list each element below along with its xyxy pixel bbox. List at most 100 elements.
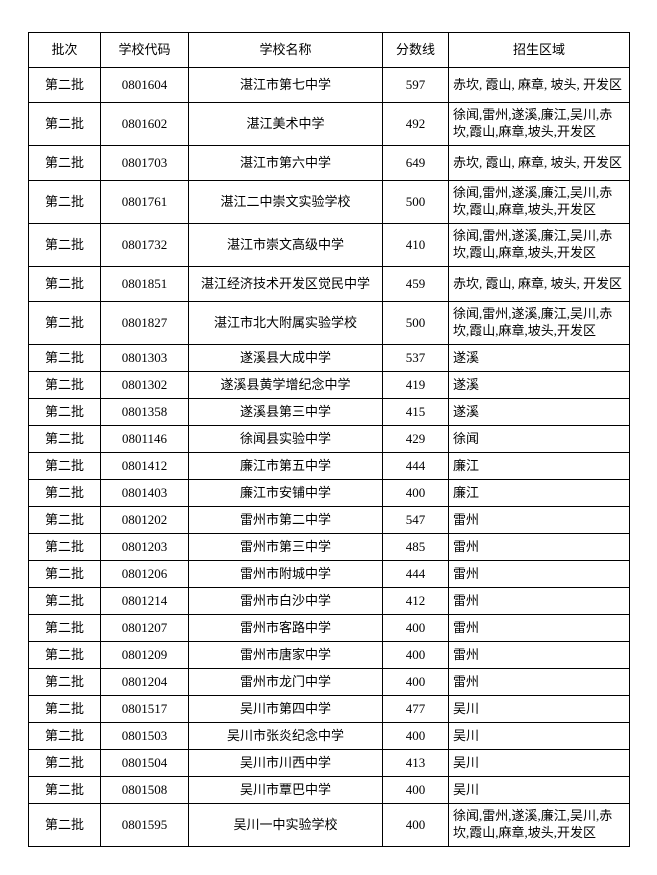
cell-batch: 第二批 xyxy=(28,180,101,224)
cell-batch: 第二批 xyxy=(28,425,101,453)
cell-score-line-text: 400 xyxy=(405,646,426,662)
cell-school-code-text: 0801503 xyxy=(121,727,168,743)
table-row: 第二批 0801595 吴川一中实验学校 400 徐闻,雷州,遂溪,廉江,吴川,赤坎,霞… xyxy=(28,803,630,847)
cell-score-line-text: 419 xyxy=(405,376,426,392)
cell-batch: 第二批 xyxy=(28,695,101,723)
cell-batch-text: 第二批 xyxy=(44,314,84,330)
cell-score-line-text: 429 xyxy=(405,430,426,446)
cell-batch: 第二批 xyxy=(28,371,101,399)
table-row: 第二批 0801503 吴川市张炎纪念中学 400 吴川 xyxy=(28,722,630,750)
cell-school-name-text: 廉江市安铺中学 xyxy=(239,484,331,500)
cell-school-name: 吴川一中实验学校 xyxy=(188,803,383,847)
cell-score-line-text: 412 xyxy=(405,592,426,608)
cell-school-code-text: 0801508 xyxy=(121,781,168,797)
cell-enrollment-area-text: 雷州 xyxy=(453,673,480,689)
cell-school-name: 遂溪县黄学增纪念中学 xyxy=(188,371,383,399)
cell-school-name: 雷州市第三中学 xyxy=(188,533,383,561)
cell-enrollment-area: 徐闻,雷州,遂溪,廉江,吴川,赤坎,霞山,麻章,坡头,开发区 xyxy=(448,223,630,267)
cell-school-code-text: 0801146 xyxy=(121,430,168,446)
cell-batch-text: 第二批 xyxy=(44,781,84,797)
cell-enrollment-area: 徐闻,雷州,遂溪,廉江,吴川,赤坎,霞山,麻章,坡头,开发区 xyxy=(448,301,630,345)
cell-batch: 第二批 xyxy=(28,266,101,302)
cell-enrollment-area: 徐闻,雷州,遂溪,廉江,吴川,赤坎,霞山,麻章,坡头,开发区 xyxy=(448,102,630,146)
cell-school-code-text: 0801202 xyxy=(121,511,168,527)
cell-school-code: 0801703 xyxy=(100,145,189,181)
cell-school-code-text: 0801602 xyxy=(121,115,168,131)
cell-score-line: 400 xyxy=(382,479,449,507)
cell-enrollment-area-text: 遂溪 xyxy=(453,376,480,392)
cell-enrollment-area-text: 徐闻,雷州,遂溪,廉江,吴川,赤坎,霞山,麻章,坡头,开发区 xyxy=(453,228,613,260)
cell-enrollment-area: 廉江 xyxy=(448,479,630,507)
cell-batch: 第二批 xyxy=(28,533,101,561)
cell-school-name-text: 湛江二中崇文实验学校 xyxy=(220,193,351,209)
cell-batch-text: 第二批 xyxy=(44,275,84,291)
cell-batch-text: 第二批 xyxy=(44,511,84,527)
cell-school-name-text: 湛江经济技术开发区觉民中学 xyxy=(200,275,370,291)
table-row: 第二批 0801703 湛江市第六中学 649 赤坎, 霞山, 麻章, 坡头, 开发区 xyxy=(28,145,630,181)
cell-score-line: 500 xyxy=(382,301,449,345)
cell-batch-text: 第二批 xyxy=(44,754,84,770)
cell-score-line-text: 547 xyxy=(405,511,426,527)
cell-score-line-text: 500 xyxy=(405,193,426,209)
cell-score-line: 500 xyxy=(382,180,449,224)
cell-school-code: 0801204 xyxy=(100,668,189,696)
cell-score-line: 485 xyxy=(382,533,449,561)
cell-batch-text: 第二批 xyxy=(44,700,84,716)
cell-school-name: 湛江市北大附属实验学校 xyxy=(188,301,383,345)
cell-school-code: 0801202 xyxy=(100,506,189,534)
cell-score-line-text: 400 xyxy=(405,619,426,635)
cell-score-line-text: 410 xyxy=(405,236,426,252)
cell-enrollment-area-text: 吴川 xyxy=(453,781,480,797)
cell-school-name-text: 雷州市唐家中学 xyxy=(239,646,331,662)
cell-school-code: 0801209 xyxy=(100,641,189,669)
table-row: 第二批 0801206 雷州市附城中学 444 雷州 xyxy=(28,560,630,588)
cell-school-name-text: 遂溪县第三中学 xyxy=(239,403,331,419)
cell-batch-text: 第二批 xyxy=(44,673,84,689)
cell-batch-text: 第二批 xyxy=(44,727,84,743)
cell-enrollment-area: 雷州 xyxy=(448,506,630,534)
table-row: 第二批 0801761 湛江二中崇文实验学校 500 徐闻,雷州,遂溪,廉江,吴川,赤坎… xyxy=(28,180,630,224)
cell-batch: 第二批 xyxy=(28,614,101,642)
cell-batch: 第二批 xyxy=(28,145,101,181)
cell-school-name: 吴川市覃巴中学 xyxy=(188,776,383,804)
cell-school-name-text: 徐闻县实验中学 xyxy=(239,430,331,446)
cell-school-code-text: 0801595 xyxy=(121,816,168,832)
cell-enrollment-area-text: 赤坎, 霞山, 麻章, 坡头, 开发区 xyxy=(453,154,623,170)
cell-school-name-text: 吴川市第四中学 xyxy=(239,700,331,716)
cell-school-code-text: 0801207 xyxy=(121,619,168,635)
cell-school-code: 0801207 xyxy=(100,614,189,642)
cell-batch-text: 第二批 xyxy=(44,403,84,419)
cell-score-line-text: 413 xyxy=(405,754,426,770)
cell-enrollment-area-text: 雷州 xyxy=(453,592,480,608)
cell-school-name: 遂溪县第三中学 xyxy=(188,398,383,426)
cell-enrollment-area: 吴川 xyxy=(448,695,630,723)
cell-enrollment-area-text: 雷州 xyxy=(453,646,480,662)
cell-batch-text: 第二批 xyxy=(44,430,84,446)
cell-school-code-text: 0801517 xyxy=(121,700,168,716)
cell-school-name: 湛江二中崇文实验学校 xyxy=(188,180,383,224)
cell-school-name: 雷州市白沙中学 xyxy=(188,587,383,615)
table-body: 第二批 0801604 湛江市第七中学 597 赤坎, 霞山, 麻章, 坡头, 开发区第… xyxy=(28,67,630,847)
cell-score-line-text: 444 xyxy=(405,457,426,473)
table-row: 第二批 0801204 雷州市龙门中学 400 雷州 xyxy=(28,668,630,696)
cell-school-code: 0801508 xyxy=(100,776,189,804)
cell-score-line-text: 492 xyxy=(405,115,426,131)
cell-school-code-text: 0801203 xyxy=(121,538,168,554)
cell-school-name: 雷州市附城中学 xyxy=(188,560,383,588)
table-row: 第二批 0801207 雷州市客路中学 400 雷州 xyxy=(28,614,630,642)
cell-school-code-text: 0801703 xyxy=(121,154,168,170)
cell-school-name-text: 吴川市川西中学 xyxy=(239,754,331,770)
cell-school-code: 0801604 xyxy=(100,67,189,103)
cell-score-line: 477 xyxy=(382,695,449,723)
cell-batch-text: 第二批 xyxy=(44,565,84,581)
cell-batch-text: 第二批 xyxy=(44,484,84,500)
cell-school-name: 吴川市张炎纪念中学 xyxy=(188,722,383,750)
table-row: 第二批 0801202 雷州市第二中学 547 雷州 xyxy=(28,506,630,534)
cell-school-code: 0801851 xyxy=(100,266,189,302)
cell-school-code-text: 0801732 xyxy=(121,236,168,252)
cell-batch: 第二批 xyxy=(28,560,101,588)
cell-school-code: 0801761 xyxy=(100,180,189,224)
cell-batch-text: 第二批 xyxy=(44,457,84,473)
cell-score-line: 419 xyxy=(382,371,449,399)
cell-school-name: 吴川市第四中学 xyxy=(188,695,383,723)
